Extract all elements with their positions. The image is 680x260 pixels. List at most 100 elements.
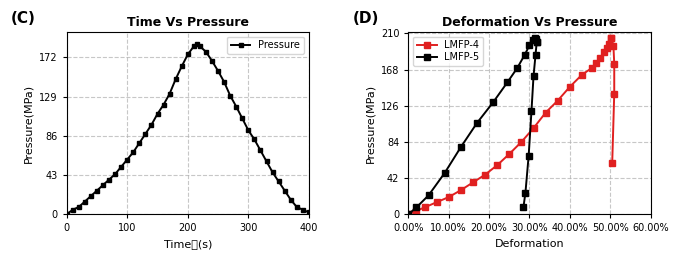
LMFP-4 xyxy=(469,181,477,184)
Legend: LMFP-4, LMFP-5: LMFP-4, LMFP-5 xyxy=(413,36,483,66)
Pressure xyxy=(305,211,313,214)
LMFP-4 xyxy=(530,127,538,130)
Line: LMFP-5: LMFP-5 xyxy=(405,34,540,218)
Pressure xyxy=(232,105,240,108)
Pressure xyxy=(208,59,216,62)
LMFP-5 xyxy=(473,121,481,125)
LMFP-4 xyxy=(412,209,420,212)
Pressure xyxy=(69,208,77,211)
LMFP-4 xyxy=(493,164,501,167)
Pressure xyxy=(256,149,265,152)
LMFP-4 xyxy=(603,47,611,50)
LMFP-5 xyxy=(524,154,532,157)
Pressure xyxy=(281,189,289,192)
Pressure xyxy=(238,117,246,120)
LMFP-4 xyxy=(517,140,526,144)
Pressure xyxy=(171,77,180,81)
LMFP-5 xyxy=(530,36,539,39)
LMFP-4 xyxy=(541,111,549,114)
Pressure xyxy=(105,178,113,181)
LMFP-5 xyxy=(528,39,537,42)
LMFP-5 xyxy=(503,81,511,84)
LMFP-4 xyxy=(405,213,413,216)
Pressure xyxy=(141,132,150,135)
LMFP-4 xyxy=(588,66,596,69)
Pressure xyxy=(165,92,173,95)
Pressure xyxy=(269,171,277,174)
Y-axis label: Pressure(MPa): Pressure(MPa) xyxy=(365,83,375,162)
LMFP-4 xyxy=(505,152,513,155)
Pressure xyxy=(262,160,271,163)
Pressure xyxy=(93,189,101,192)
LMFP-5 xyxy=(532,41,541,44)
LMFP-4 xyxy=(457,188,465,192)
LMFP-4 xyxy=(607,36,615,39)
Line: Pressure: Pressure xyxy=(65,41,311,216)
LMFP-5 xyxy=(532,38,540,41)
Pressure xyxy=(160,103,168,106)
Pressure xyxy=(81,200,89,203)
Pressure xyxy=(154,112,162,115)
LMFP-5 xyxy=(532,41,541,44)
LMFP-4 xyxy=(610,62,618,65)
LMFP-4 xyxy=(592,61,600,64)
Pressure xyxy=(99,184,107,187)
Pressure xyxy=(220,80,228,83)
X-axis label: Deformation: Deformation xyxy=(494,239,564,249)
Pressure xyxy=(123,158,131,161)
LMFP-4 xyxy=(566,85,574,88)
X-axis label: Time　(s): Time (s) xyxy=(164,239,212,249)
LMFP-5 xyxy=(526,44,534,47)
Pressure xyxy=(196,45,204,48)
Pressure xyxy=(129,151,137,154)
LMFP-4 xyxy=(554,99,562,102)
LMFP-5 xyxy=(530,75,538,78)
Text: (C): (C) xyxy=(11,11,36,26)
LMFP-4 xyxy=(607,36,615,39)
LMFP-5 xyxy=(513,66,522,69)
LMFP-4 xyxy=(481,173,489,176)
Pressure xyxy=(87,194,95,198)
Pressure xyxy=(292,205,301,209)
Pressure xyxy=(214,69,222,73)
Pressure xyxy=(244,129,252,132)
LMFP-4 xyxy=(432,201,441,204)
Pressure xyxy=(75,205,83,209)
Pressure xyxy=(275,180,283,183)
Pressure xyxy=(177,65,186,68)
LMFP-5 xyxy=(405,213,413,216)
Pressure xyxy=(193,42,201,45)
LMFP-5 xyxy=(412,206,420,209)
LMFP-4 xyxy=(578,73,586,76)
Pressure xyxy=(135,141,143,145)
Pressure xyxy=(148,123,156,126)
Y-axis label: Pressure(MPa): Pressure(MPa) xyxy=(23,83,33,162)
LMFP-5 xyxy=(441,171,449,174)
LMFP-4 xyxy=(600,51,608,54)
Pressure xyxy=(202,50,210,53)
LMFP-5 xyxy=(528,109,536,113)
Pressure xyxy=(299,208,307,211)
LMFP-4 xyxy=(608,161,616,164)
Text: (D): (D) xyxy=(353,11,379,26)
LMFP-5 xyxy=(522,191,530,194)
LMFP-5 xyxy=(521,53,529,56)
Pressure xyxy=(287,198,295,201)
Line: LMFP-4: LMFP-4 xyxy=(405,34,617,218)
LMFP-5 xyxy=(457,146,465,149)
LMFP-5 xyxy=(532,53,540,56)
LMFP-4 xyxy=(610,92,618,95)
Pressure xyxy=(111,173,119,176)
LMFP-4 xyxy=(605,42,613,45)
Pressure xyxy=(250,138,258,141)
LMFP-4 xyxy=(420,206,428,209)
Pressure xyxy=(190,45,198,48)
Legend: Pressure: Pressure xyxy=(227,36,304,54)
Pressure xyxy=(63,213,71,216)
Title: Time Vs Pressure: Time Vs Pressure xyxy=(126,16,249,29)
Pressure xyxy=(184,53,192,56)
LMFP-4 xyxy=(609,45,617,48)
Pressure xyxy=(226,94,234,97)
LMFP-4 xyxy=(596,56,605,59)
LMFP-5 xyxy=(520,206,528,209)
